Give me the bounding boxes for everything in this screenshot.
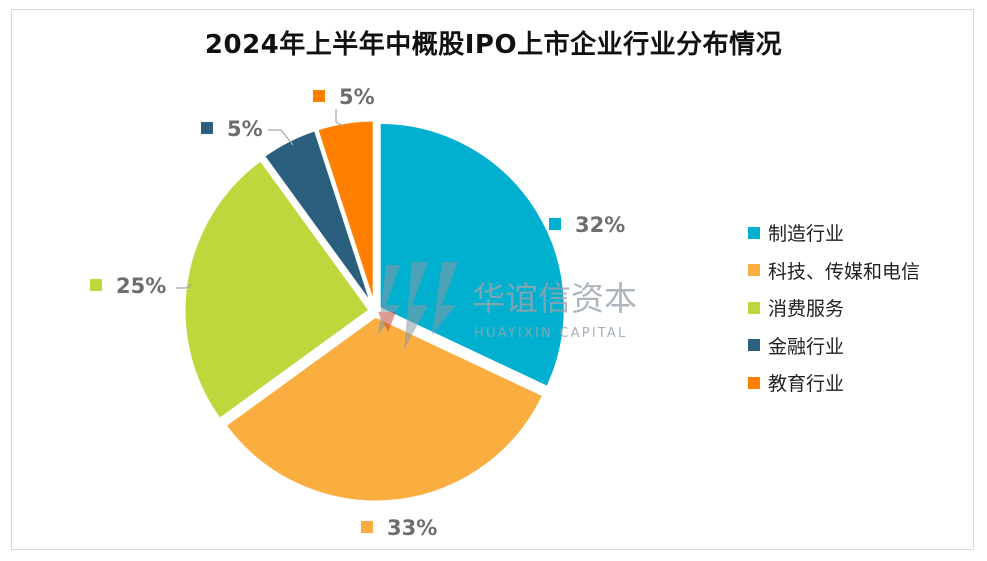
data-label-marker bbox=[201, 122, 213, 134]
legend-swatch bbox=[748, 376, 760, 389]
legend-label: 教育行业 bbox=[768, 373, 845, 396]
legend-label: 科技、传媒和电信 bbox=[768, 260, 921, 283]
pie-slice bbox=[377, 120, 567, 390]
pie-slice bbox=[182, 157, 373, 422]
data-label: 32% bbox=[575, 213, 625, 237]
data-label-marker bbox=[313, 90, 325, 102]
data-label-marker bbox=[361, 521, 373, 533]
data-label: 25% bbox=[116, 274, 166, 298]
data-label-marker bbox=[549, 218, 561, 230]
legend-label: 金融行业 bbox=[768, 335, 845, 358]
data-label: 33% bbox=[387, 516, 437, 540]
legend-item: 制造行业 bbox=[748, 214, 920, 252]
legend-item: 教育行业 bbox=[748, 364, 920, 402]
legend-swatch bbox=[748, 339, 760, 352]
legend-item: 金融行业 bbox=[748, 327, 920, 365]
watermark: 华谊信资本 HUAYIXIN CAPITAL bbox=[378, 262, 637, 350]
legend-label: 消费服务 bbox=[768, 298, 845, 321]
chart-title: 2024年上半年中概股IPO上市企业行业分布情况 bbox=[204, 30, 783, 60]
legend: 制造行业科技、传媒和电信 消费服务金融行业教育行业 bbox=[748, 214, 920, 402]
legend-swatch bbox=[748, 264, 760, 277]
legend-swatch bbox=[748, 226, 760, 239]
leader-line bbox=[268, 129, 294, 146]
legend-item: 科技、传媒和电信 bbox=[748, 252, 920, 290]
leader-line bbox=[335, 109, 344, 127]
watermark-name-en: HUAYIXIN CAPITAL bbox=[474, 326, 627, 341]
watermark-name-cn: 华谊信资本 bbox=[472, 279, 637, 318]
watermark-logo-icon bbox=[378, 262, 458, 350]
pie-slice bbox=[222, 314, 546, 504]
pie-slice bbox=[261, 127, 375, 308]
leader-line bbox=[176, 283, 193, 289]
legend-item: 消费服务 bbox=[748, 289, 920, 327]
data-label-marker bbox=[90, 279, 102, 291]
data-label: 5% bbox=[339, 85, 375, 109]
data-label: 5% bbox=[227, 117, 263, 141]
legend-swatch bbox=[748, 301, 760, 314]
legend-label: 制造行业 bbox=[768, 223, 845, 246]
pie-slice bbox=[314, 118, 376, 307]
